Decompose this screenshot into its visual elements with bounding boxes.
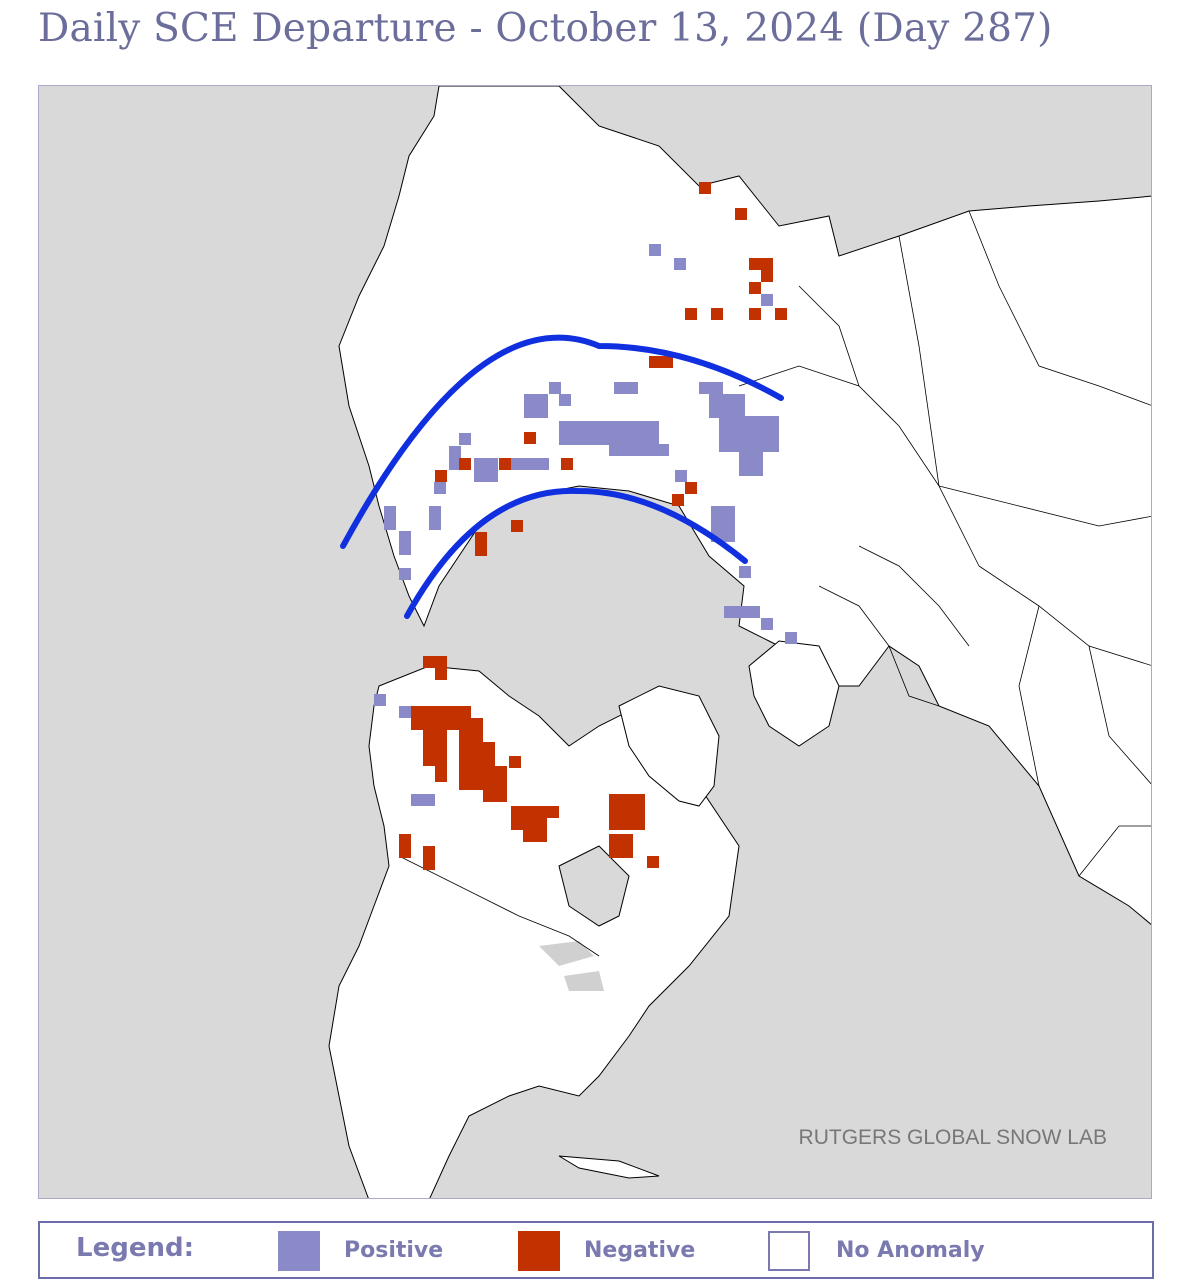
negative-label: Negative — [584, 1238, 696, 1263]
great-lakes — [539, 941, 604, 991]
cuba-land — [558, 1155, 660, 1179]
negative-swatch — [518, 1231, 560, 1271]
positive-anomaly-cells — [374, 244, 797, 806]
anomaly-map: RUTGERS GLOBAL SNOW LAB — [38, 85, 1152, 1199]
hudson-bay — [558, 845, 630, 927]
legend-title: Legend: — [76, 1233, 194, 1263]
no-anomaly-swatch — [768, 1231, 810, 1271]
positive-swatch — [278, 1231, 320, 1271]
us-canada-border — [398, 855, 600, 957]
negative-anomaly-cells — [399, 182, 787, 870]
legend: Legend: Positive Negative No Anomaly — [38, 1221, 1154, 1279]
credit-label: RUTGERS GLOBAL SNOW LAB — [798, 1126, 1107, 1149]
greenland-land — [618, 685, 720, 807]
positive-label: Positive — [344, 1238, 444, 1263]
page-title: Daily SCE Departure - October 13, 2024 (… — [38, 6, 1053, 51]
no-anomaly-label: No Anomaly — [836, 1238, 985, 1263]
country-borders — [738, 210, 1151, 877]
annotation-arcs — [340, 334, 784, 619]
map-canvas — [328, 86, 1151, 1198]
